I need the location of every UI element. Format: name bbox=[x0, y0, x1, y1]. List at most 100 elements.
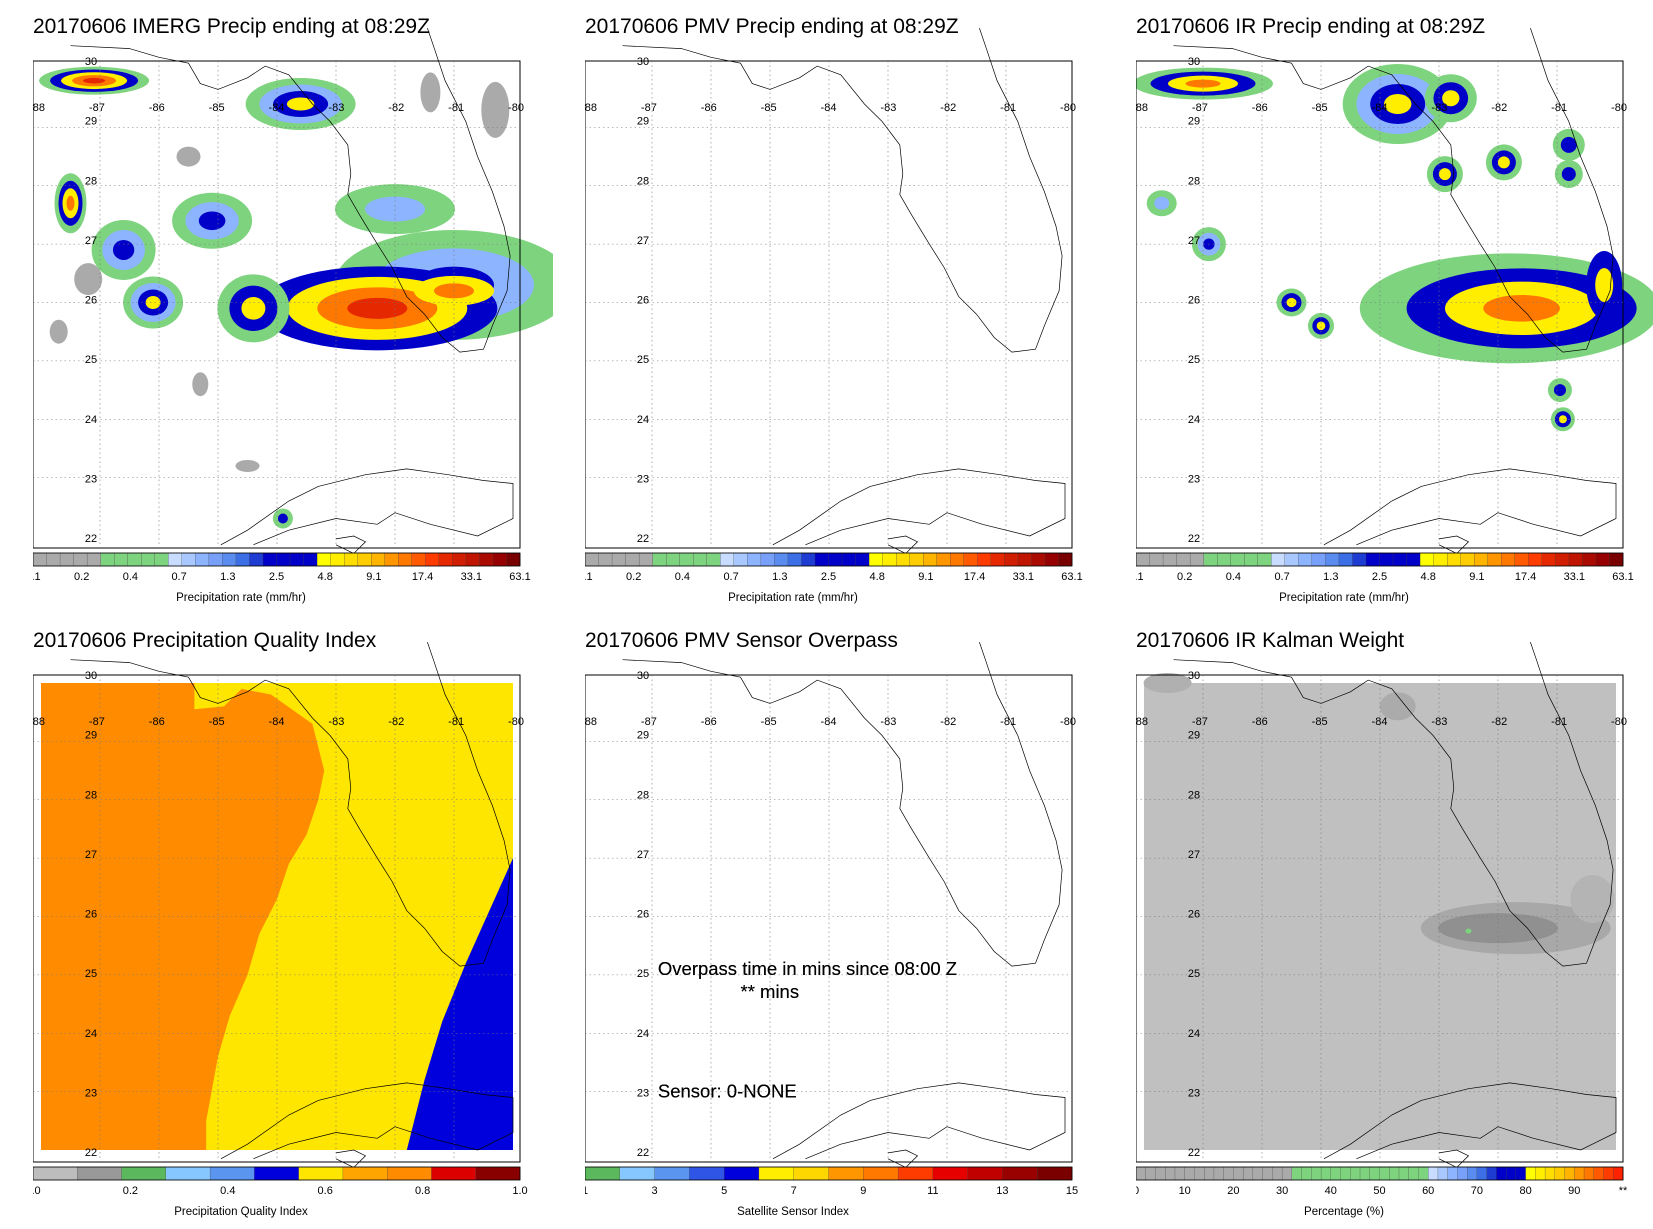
colorbar-cell bbox=[1203, 552, 1218, 567]
colorbar-label: Precipitation rate (mm/hr) bbox=[176, 592, 306, 604]
colorbar-cell bbox=[611, 552, 627, 567]
lat-label: 25 bbox=[1188, 354, 1200, 366]
colorbar-cell bbox=[209, 1166, 255, 1181]
lon-label: -85 bbox=[209, 716, 225, 728]
lon-label: -81 bbox=[1551, 102, 1567, 114]
rain-blob bbox=[241, 297, 266, 320]
lat-label: 23 bbox=[1188, 473, 1200, 485]
grid bbox=[1136, 61, 1623, 548]
lat-label: 27 bbox=[637, 235, 649, 247]
lon-label: -88 bbox=[33, 102, 45, 114]
lat-label: 29 bbox=[85, 116, 97, 128]
colorbar-tick: 63.1 bbox=[1612, 571, 1633, 583]
colorbar-cell bbox=[1298, 552, 1313, 567]
colorbar-tick: 50 bbox=[1373, 1185, 1385, 1197]
colorbar-tick: 9.1 bbox=[1469, 571, 1484, 583]
colorbar-cell bbox=[1525, 1166, 1536, 1181]
rain-blob bbox=[198, 211, 226, 231]
colorbar-cell bbox=[868, 552, 884, 567]
coastline-isla bbox=[1438, 1149, 1470, 1168]
lon-label: -86 bbox=[1252, 716, 1268, 728]
colorbar-cell bbox=[289, 552, 305, 567]
colorbar-cell bbox=[1242, 1166, 1254, 1181]
coastline-florida bbox=[1173, 27, 1614, 353]
colorbar-tick: 33.1 bbox=[1564, 571, 1585, 583]
colorbar-tick: 90 bbox=[1568, 1185, 1580, 1197]
colorbar-tick: 0.2 bbox=[1177, 571, 1192, 583]
colorbar-cell bbox=[1555, 552, 1570, 567]
colorbar-cell bbox=[1544, 1166, 1556, 1181]
colorbar-cell bbox=[1350, 1166, 1361, 1181]
colorbar-cell bbox=[475, 1166, 521, 1181]
lon-label: -84 bbox=[269, 716, 285, 728]
colorbar-cell bbox=[950, 552, 965, 567]
colorbar-cell bbox=[276, 552, 291, 567]
colorbar-cell bbox=[923, 552, 938, 567]
colorbar-cell bbox=[222, 552, 237, 567]
rain-blob bbox=[112, 239, 135, 260]
colorbar-cell bbox=[1244, 552, 1259, 567]
colorbar-cell bbox=[1194, 1166, 1205, 1181]
lon-label: -84 bbox=[821, 102, 837, 114]
colorbar-label: Precipitation rate (mm/hr) bbox=[1279, 592, 1409, 604]
coastline-cuba bbox=[772, 468, 1066, 546]
colorbar-tick: 30 bbox=[1276, 1185, 1288, 1197]
rain-blob bbox=[1316, 321, 1326, 331]
lat-label: 28 bbox=[1188, 175, 1200, 187]
lon-label: -86 bbox=[1252, 102, 1268, 114]
lat-label: 22 bbox=[637, 1147, 649, 1159]
colorbar-cell bbox=[1428, 1166, 1439, 1181]
lat-label: 30 bbox=[85, 670, 97, 682]
colorbar-tick: 0.1 bbox=[585, 571, 593, 583]
colorbar-cell bbox=[1474, 552, 1489, 567]
lat-label: 25 bbox=[85, 968, 97, 980]
colorbar-cell bbox=[1528, 552, 1543, 567]
colorbar-cell bbox=[774, 552, 789, 567]
colorbar-cell bbox=[1044, 552, 1059, 567]
data-field bbox=[39, 66, 553, 529]
colorbar-cell bbox=[654, 1166, 690, 1181]
lat-label: 24 bbox=[637, 1028, 649, 1040]
lat-label: 22 bbox=[85, 533, 97, 545]
colorbar-cell bbox=[967, 1166, 1003, 1181]
gray-blob bbox=[235, 459, 260, 472]
panel-title: 20170606 Precipitation Quality Index bbox=[33, 629, 377, 652]
lon-label: -85 bbox=[209, 102, 225, 114]
lon-label: -81 bbox=[1000, 102, 1016, 114]
colorbar-tick: 70 bbox=[1471, 1185, 1483, 1197]
lon-label: -88 bbox=[585, 716, 597, 728]
lat-label: 28 bbox=[1188, 789, 1200, 801]
colorbar-cell bbox=[165, 1166, 211, 1181]
colorbar-cell bbox=[316, 552, 332, 567]
colorbar-frame bbox=[33, 552, 521, 567]
panel-title: 20170606 PMV Sensor Overpass bbox=[585, 629, 898, 652]
lat-label: 25 bbox=[1188, 968, 1200, 980]
rain-blob bbox=[1383, 94, 1412, 115]
rain-blob bbox=[1558, 415, 1567, 424]
lat-label: 28 bbox=[85, 175, 97, 187]
rain-blob bbox=[365, 196, 425, 222]
colorbar-cell bbox=[1603, 1166, 1614, 1181]
colorbar-cell bbox=[1330, 1166, 1341, 1181]
colorbar-cell bbox=[936, 552, 951, 567]
colorbar-cell bbox=[625, 552, 640, 567]
colorbar-tick: 0.2 bbox=[74, 571, 89, 583]
data-field bbox=[1136, 64, 1653, 432]
coastline-cuba bbox=[772, 1082, 1066, 1160]
rain-blob bbox=[1154, 196, 1170, 210]
rain-blob bbox=[1553, 384, 1566, 397]
colorbar-cell bbox=[100, 552, 115, 567]
panel-quality: 20170606 Precipitation Quality Index -88… bbox=[33, 629, 553, 1229]
colorbar-cell bbox=[425, 552, 440, 567]
panel-pmv: 20170606 PMV Precip ending at 08:29Z -88… bbox=[585, 15, 1105, 615]
colorbar-cell bbox=[1325, 552, 1340, 567]
colorbar-cell bbox=[1136, 1166, 1147, 1181]
colorbar-cell bbox=[1486, 1166, 1497, 1181]
lat-label: 23 bbox=[85, 1087, 97, 1099]
colorbar-cell bbox=[357, 552, 372, 567]
lat-label: 29 bbox=[637, 730, 649, 742]
colorbar-cell bbox=[1609, 552, 1624, 567]
plot-frame bbox=[33, 674, 521, 1163]
colorbar-label: Precipitation rate (mm/hr) bbox=[728, 592, 858, 604]
colorbar-cell bbox=[235, 552, 250, 567]
